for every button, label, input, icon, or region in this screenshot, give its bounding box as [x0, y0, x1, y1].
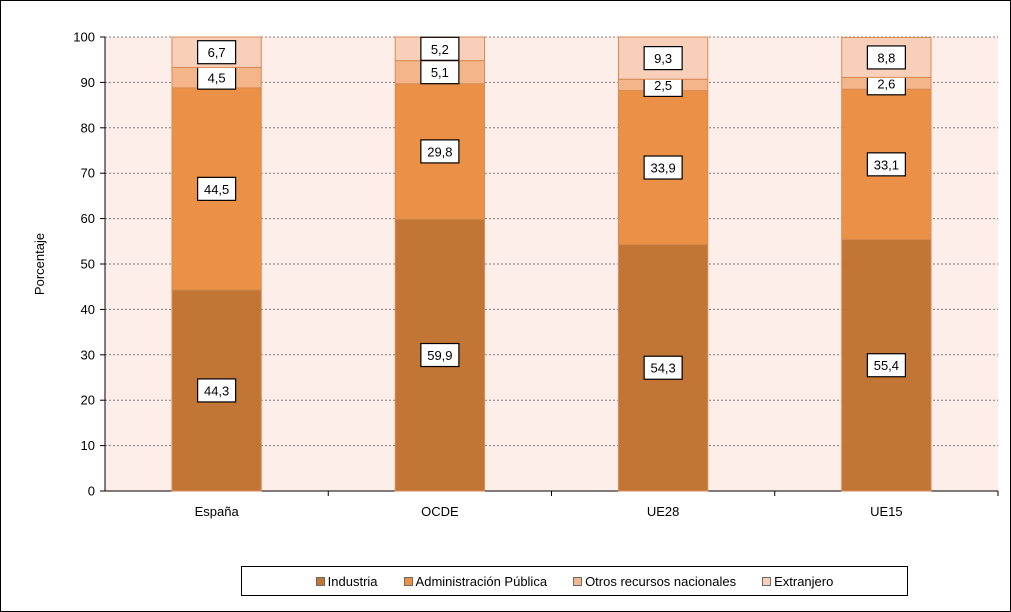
data-label: 44,3	[204, 383, 229, 398]
data-label: 4,5	[208, 71, 226, 86]
legend-item: Otros recursos nacionales	[573, 574, 736, 589]
data-label-box	[197, 176, 237, 201]
data-label: 5,2	[431, 42, 449, 57]
data-label-box	[866, 353, 906, 378]
data-label-box	[420, 139, 460, 164]
legend-label: Extranjero	[774, 573, 834, 589]
data-label: 55,4	[874, 358, 899, 373]
data-label: 8,8	[877, 50, 895, 65]
data-label: 44,5	[204, 182, 229, 197]
data-label-box	[866, 152, 906, 177]
y-tick-label: 60	[81, 211, 95, 226]
legend-label: Administración Pública	[415, 573, 548, 589]
legend-swatch	[403, 576, 413, 586]
legend-swatch	[315, 576, 325, 586]
y-tick-label: 0	[88, 484, 95, 499]
legend-label: Industria	[327, 573, 378, 589]
data-label: 59,9	[427, 348, 452, 363]
y-tick-label: 70	[81, 166, 95, 181]
y-axis-title: Porcentaje	[32, 233, 47, 295]
data-label-box	[643, 155, 683, 180]
legend-item: Industria	[315, 573, 378, 589]
legend-swatch	[762, 576, 772, 586]
data-label-box	[643, 46, 683, 71]
x-category-label: UE15	[870, 504, 903, 519]
y-tick-label: 90	[81, 75, 95, 90]
data-label: 6,7	[208, 45, 226, 60]
data-label-box	[420, 342, 460, 368]
y-tick-label: 30	[81, 347, 95, 362]
data-label: 29,8	[427, 144, 452, 159]
x-category-label: OCDE	[421, 504, 459, 519]
y-tick-label: 40	[81, 302, 95, 317]
data-label: 2,5	[654, 78, 672, 93]
data-label: 54,3	[650, 361, 675, 376]
data-label-box	[866, 45, 906, 70]
x-category-label: España	[195, 504, 240, 519]
y-tick-label: 80	[81, 120, 95, 135]
data-label: 9,3	[654, 51, 672, 66]
y-tick-label: 10	[81, 438, 95, 453]
y-tick-label: 50	[81, 257, 95, 272]
data-label-box	[643, 355, 683, 380]
data-label-box	[197, 378, 237, 403]
chart-legend: Industria Administración Pública Otros rec…	[241, 566, 908, 596]
y-tick-label: 20	[81, 393, 95, 408]
data-label-box	[420, 36, 460, 61]
data-label: 2,6	[877, 76, 895, 91]
data-label: 33,1	[874, 157, 899, 172]
x-category-label: UE28	[647, 504, 680, 519]
legend-label: Otros recursos nacionales	[585, 573, 737, 589]
data-label: 33,9	[650, 161, 675, 176]
legend-item: Administración Pública	[403, 573, 548, 589]
legend-item: Extranjero	[762, 574, 833, 589]
data-label: 5,1	[431, 65, 449, 80]
data-label-box	[197, 40, 237, 65]
legend-swatch	[573, 576, 583, 586]
y-tick-label: 100	[73, 30, 95, 45]
